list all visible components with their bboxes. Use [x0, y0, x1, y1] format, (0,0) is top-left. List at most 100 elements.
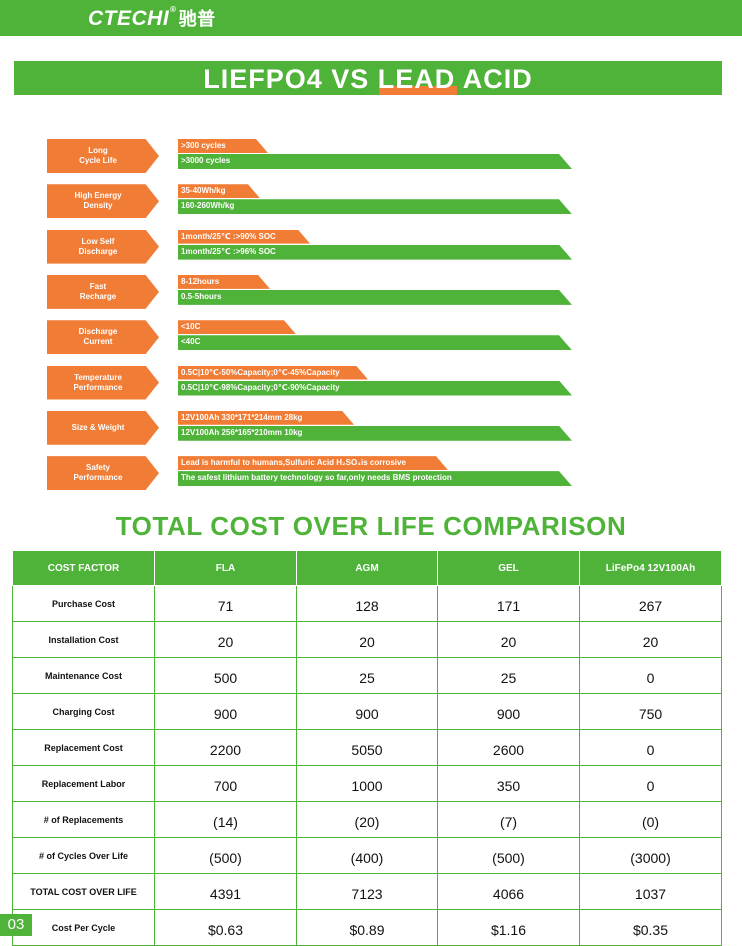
comparison-title-banner: LIEFPO4 VS LEAD ACID	[14, 61, 722, 95]
cost-factor-cell: Replacement Labor	[12, 765, 155, 802]
lifepo4-value: 1month/25℃ :>96% SOC	[181, 246, 276, 256]
registered-mark: ®	[170, 5, 177, 14]
cost-factor-cell: # of Replacements	[12, 801, 155, 838]
column-header: FLA	[154, 550, 297, 586]
cost-value-cell: 1037	[579, 873, 722, 910]
cost-value-cell: 71	[154, 585, 297, 622]
lead-acid-value: Lead is harmful to humans,Sulfuric Acid …	[181, 458, 406, 468]
cost-value-cell: 350	[437, 765, 580, 802]
cost-value-cell: 7123	[296, 873, 438, 910]
cost-value-cell: 171	[437, 585, 580, 622]
brand-logo: CTECHI® 驰普	[88, 5, 216, 31]
feature-row: Size & Weight 12V100Ah 330*171*214mm 28kg…	[0, 410, 742, 447]
cost-value-cell: $0.35	[579, 909, 722, 946]
table-row: # of Replacements (14) (20) (7) (0)	[12, 801, 722, 838]
cost-factor-cell: TOTAL COST OVER LIFE	[12, 873, 155, 910]
cost-factor-cell: Maintenance Cost	[12, 657, 155, 694]
lifepo4-bar: 160-260Wh/kg	[178, 199, 572, 214]
lifepo4-bar: 0.5-5hours	[178, 290, 572, 305]
cost-value-cell: 1000	[296, 765, 438, 802]
lifepo4-value: <40C	[181, 337, 201, 347]
table-row: Charging Cost 900 900 900 750	[12, 693, 722, 730]
column-header: COST FACTOR	[12, 550, 155, 586]
table-header-row: COST FACTOR FLA AGM GEL LiFePo4 12V100Ah	[12, 550, 722, 586]
feature-label: Size & Weight	[47, 410, 159, 445]
column-header: GEL	[437, 550, 580, 586]
table-row: Purchase Cost 71 128 171 267	[12, 585, 722, 622]
lifepo4-bar: 12V100Ah 256*165*210mm 10kg	[178, 426, 572, 441]
lead-acid-value: <10C	[181, 322, 201, 332]
lead-acid-value: 12V100Ah 330*171*214mm 28kg	[181, 412, 303, 422]
feature-label: Temperature Performance	[47, 365, 159, 400]
table-row: TOTAL COST OVER LIFE 4391 7123 4066 1037	[12, 873, 722, 910]
table-row: Replacement Labor 700 1000 350 0	[12, 765, 722, 802]
cost-value-cell: 0	[579, 765, 722, 802]
feature-label: Fast Recharge	[47, 274, 159, 309]
cost-value-cell: 700	[154, 765, 297, 802]
lead-acid-value: 1month/25℃ :>90% SOC	[181, 231, 276, 241]
cost-value-cell: 900	[437, 693, 580, 730]
cost-value-cell: (400)	[296, 837, 438, 874]
cost-value-cell: 20	[296, 621, 438, 658]
lead-acid-bar: Lead is harmful to humans,Sulfuric Acid …	[178, 456, 448, 470]
lifepo4-value: 0.5-5hours	[181, 291, 222, 301]
feature-row: Fast Recharge 8-12hours 0.5-5hours	[0, 274, 742, 311]
cost-value-cell: 128	[296, 585, 438, 622]
cost-value-cell: 20	[579, 621, 722, 658]
feature-label-text: Low Self Discharge	[78, 236, 118, 256]
cost-value-cell: (500)	[437, 837, 580, 874]
cost-value-cell: $0.63	[154, 909, 297, 946]
lead-acid-value: 35-40Wh/kg	[181, 186, 226, 196]
lifepo4-value: 12V100Ah 256*165*210mm 10kg	[181, 427, 303, 437]
cost-factor-cell: Purchase Cost	[12, 585, 155, 622]
cost-factor-cell: Installation Cost	[12, 621, 155, 658]
title-accent-stripe	[379, 86, 457, 95]
table-row: Replacement Cost 2200 5050 2600 0	[12, 729, 722, 766]
feature-label-text: High Energy Density	[74, 191, 122, 211]
feature-label: Safety Performance	[47, 456, 159, 491]
cost-value-cell: 25	[437, 657, 580, 694]
feature-label-text: Size & Weight	[71, 422, 125, 432]
cost-value-cell: 20	[437, 621, 580, 658]
feature-row: Discharge Current <10C <40C	[0, 320, 742, 356]
feature-label: Discharge Current	[47, 320, 159, 355]
logo-latin: CTECHI	[88, 7, 170, 30]
cost-value-cell: $1.16	[437, 909, 580, 946]
cost-value-cell: (500)	[154, 837, 297, 874]
top-bar: CTECHI® 驰普	[0, 0, 742, 36]
table-row: Cost Per Cycle $0.63 $0.89 $1.16 $0.35	[12, 909, 722, 946]
cost-value-cell: 0	[579, 729, 722, 766]
cost-value-cell: 0	[579, 657, 722, 694]
cost-value-cell: (0)	[579, 801, 722, 838]
feature-row: High Energy Density 35-40Wh/kg 160-260Wh/k…	[0, 184, 742, 220]
lead-acid-bar: 12V100Ah 330*171*214mm 28kg	[178, 411, 354, 425]
page-number: 03	[0, 914, 32, 936]
column-header: LiFePo4 12V100Ah	[579, 550, 722, 586]
lead-acid-bar: 0.5C|10℃-50%Capacity;0℃-45%Capacity	[178, 366, 368, 380]
cost-comparison-table: COST FACTOR FLA AGM GEL LiFePo4 12V100Ah…	[12, 550, 722, 946]
cost-value-cell: 900	[296, 693, 438, 730]
feature-label: High Energy Density	[47, 184, 159, 219]
cost-factor-cell: Replacement Cost	[12, 729, 155, 766]
cost-value-cell: 4066	[437, 873, 580, 910]
lifepo4-value: The safest lithium battery technology so…	[181, 473, 452, 483]
cost-value-cell: (3000)	[579, 837, 722, 874]
lead-acid-value: 8-12hours	[181, 276, 220, 286]
cost-value-cell: $0.89	[296, 909, 438, 946]
lead-acid-value: 0.5C|10℃-50%Capacity;0℃-45%Capacity	[181, 367, 340, 377]
feature-label-text: Discharge Current	[78, 327, 118, 347]
table-row: Installation Cost 20 20 20 20	[12, 621, 722, 658]
lifepo4-bar: 0.5C|10℃-98%Capacity;0℃-90%Capacity	[178, 381, 572, 396]
lead-acid-bar: 8-12hours	[178, 275, 270, 289]
feature-row: Low Self Discharge 1month/25℃ :>90% SOC 1m…	[0, 229, 742, 266]
cost-value-cell: 25	[296, 657, 438, 694]
feature-label-text: Safety Performance	[73, 463, 123, 483]
lead-acid-value: >300 cycles	[181, 141, 226, 150]
lead-acid-bar: <10C	[178, 320, 296, 334]
lead-acid-bar: 35-40Wh/kg	[178, 184, 260, 198]
feature-label-text: Fast Recharge	[79, 281, 117, 301]
feature-label: Low Self Discharge	[47, 229, 159, 264]
feature-label-text: Long Cycle Life	[79, 146, 117, 165]
cost-value-cell: 500	[154, 657, 297, 694]
lifepo4-value: >3000 cycles	[181, 156, 231, 165]
